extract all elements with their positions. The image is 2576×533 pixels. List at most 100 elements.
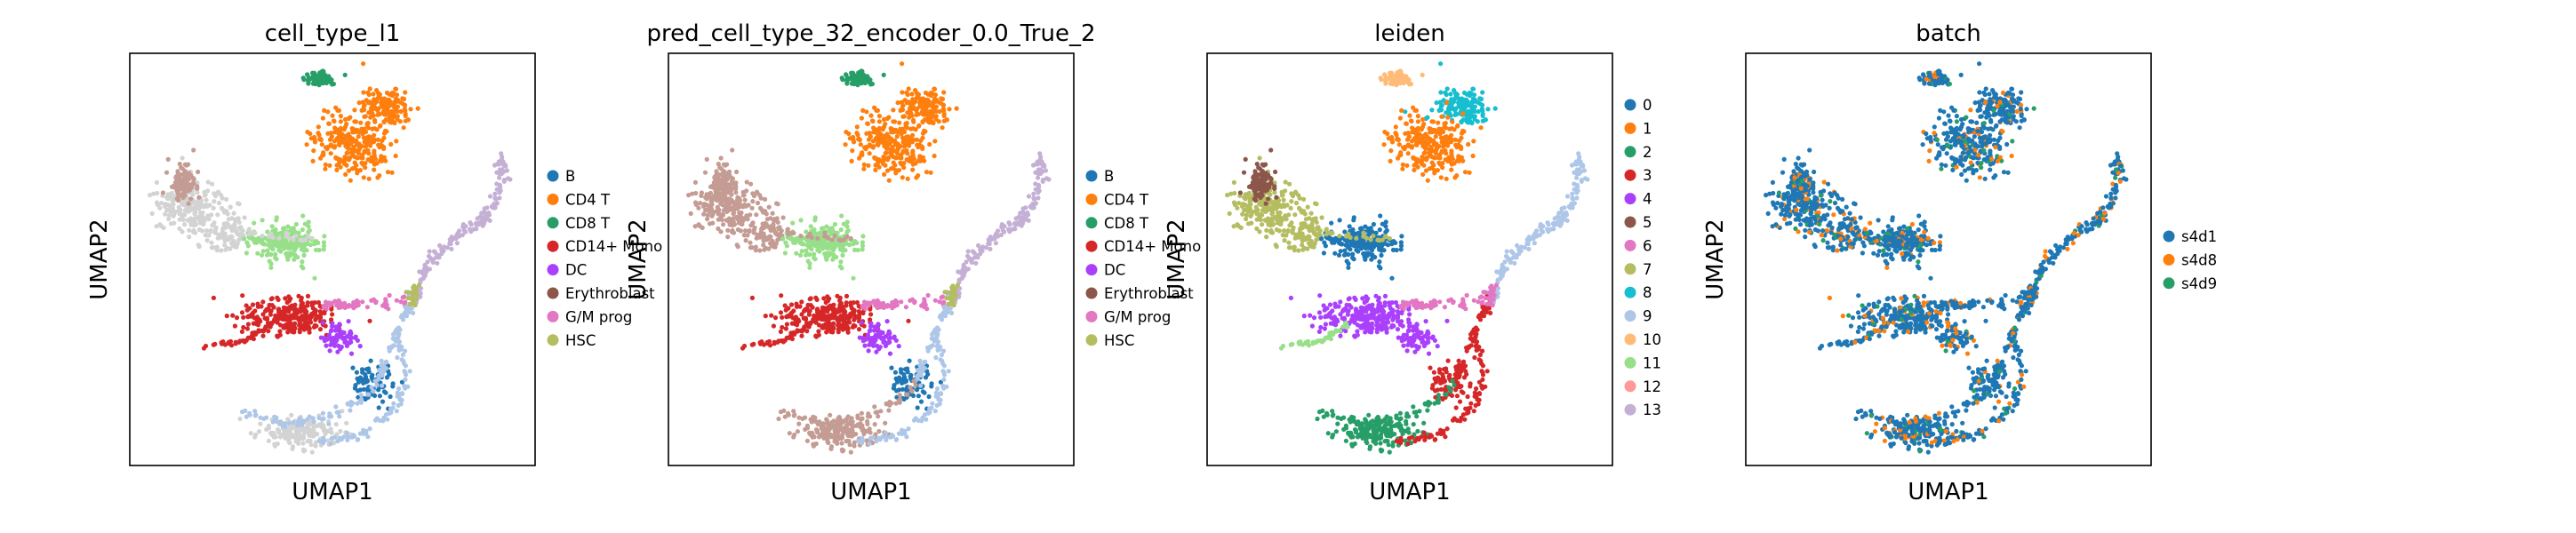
data-point [342, 300, 348, 306]
data-point [748, 240, 753, 245]
data-point [230, 313, 236, 318]
data-point [904, 147, 909, 154]
data-point [302, 243, 308, 248]
data-point [1423, 168, 1429, 173]
data-point [334, 338, 340, 343]
data-point [964, 253, 971, 259]
data-point [876, 164, 882, 170]
data-point [336, 410, 341, 415]
data-point [1231, 179, 1236, 185]
data-point [972, 255, 978, 260]
data-point [405, 290, 411, 295]
data-point [947, 107, 952, 112]
data-point [454, 241, 460, 246]
data-point [1393, 131, 1398, 136]
data-point [874, 439, 879, 444]
data-point [327, 303, 332, 308]
data-point [916, 372, 922, 378]
data-point [213, 225, 219, 230]
data-point [170, 202, 175, 207]
data-point [365, 147, 371, 154]
data-point [286, 420, 292, 426]
data-point [266, 426, 272, 431]
data-point [876, 158, 882, 163]
data-point [163, 211, 168, 217]
data-point [346, 168, 352, 173]
data-point [928, 170, 933, 175]
data-point [820, 226, 826, 231]
data-point [774, 201, 780, 206]
data-point [389, 102, 395, 107]
data-point [847, 442, 852, 448]
data-point [374, 88, 380, 93]
data-point [873, 136, 879, 141]
data-point [380, 383, 385, 388]
data-point [363, 165, 368, 171]
legend-marker [547, 240, 559, 252]
data-point [331, 81, 336, 87]
data-point [1448, 91, 1453, 97]
data-point [871, 343, 876, 348]
data-point [204, 203, 210, 209]
data-point [1415, 125, 1420, 131]
legend-label: B [1104, 168, 1114, 185]
data-point [924, 97, 929, 103]
data-point [1452, 88, 1457, 93]
data-point [783, 307, 788, 313]
data-point [177, 226, 182, 231]
data-point [1466, 141, 1471, 147]
data-point [920, 99, 925, 105]
data-point [903, 378, 909, 384]
data-point [910, 101, 916, 107]
data-point [1403, 74, 1408, 79]
data-point [698, 201, 703, 206]
data-point [384, 90, 390, 96]
data-point [387, 292, 392, 298]
data-point [381, 99, 387, 105]
data-point [964, 259, 969, 265]
legend-marker [547, 217, 559, 229]
data-point [1293, 190, 1299, 195]
data-point [901, 372, 907, 378]
data-point [327, 428, 332, 434]
data-point [325, 438, 331, 443]
data-point [385, 170, 391, 175]
data-point [763, 209, 768, 214]
data-point [268, 265, 274, 270]
data-point [258, 421, 263, 426]
data-point [180, 229, 185, 235]
scatter-points [1225, 61, 1590, 455]
data-point [704, 192, 709, 197]
data-point [892, 370, 899, 375]
data-point [900, 386, 906, 392]
data-point [868, 435, 873, 441]
data-point [211, 205, 216, 211]
data-point [805, 234, 811, 239]
data-point [825, 433, 830, 438]
data-point [196, 217, 202, 222]
data-point [388, 394, 393, 400]
data-point [821, 435, 827, 441]
data-point [300, 441, 306, 446]
data-point [183, 179, 188, 184]
panel-2: pred_cell_type_32_encoder_0.0_True_2UMAP… [625, 20, 1201, 505]
data-point [427, 249, 432, 254]
data-point [1260, 222, 1265, 227]
data-point [341, 127, 347, 132]
data-point [1246, 190, 1252, 195]
data-point [449, 246, 454, 251]
data-point [1247, 202, 1252, 207]
data-point [338, 164, 343, 170]
data-point [255, 304, 260, 309]
data-point [798, 218, 804, 223]
data-point [348, 330, 353, 337]
data-point [905, 134, 910, 139]
data-point [1388, 158, 1393, 163]
data-point [374, 382, 380, 388]
data-point [344, 150, 349, 155]
data-point [484, 205, 490, 211]
data-point [401, 125, 406, 131]
data-point [403, 113, 408, 118]
data-point [448, 241, 453, 247]
data-point [939, 352, 944, 357]
